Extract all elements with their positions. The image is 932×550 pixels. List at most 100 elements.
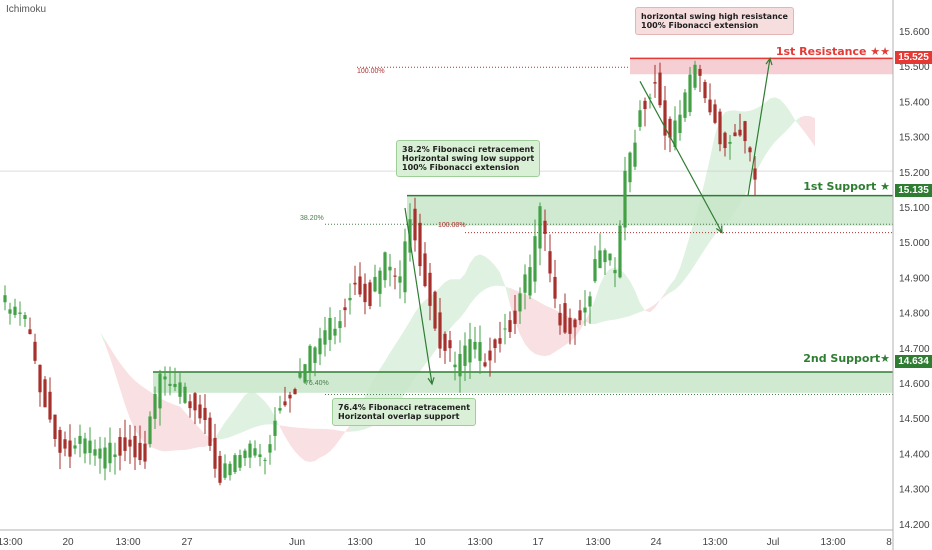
candle-body — [73, 445, 77, 449]
candle-body — [228, 463, 232, 476]
ichimoku-cloud-segment — [610, 267, 615, 321]
candle-body — [618, 225, 622, 278]
candle-body — [303, 364, 307, 383]
ichimoku-cloud-segment — [245, 391, 250, 432]
candle-body — [503, 328, 507, 330]
candle-body — [438, 312, 442, 349]
candle-body — [283, 401, 287, 406]
candle-body — [273, 420, 277, 436]
ichimoku-cloud-segment — [805, 115, 810, 140]
ichimoku-cloud-segment — [660, 292, 665, 301]
x-tick-label: 13:00 — [585, 537, 610, 548]
ichimoku-cloud-segment — [105, 339, 110, 358]
ichimoku-cloud-segment — [655, 300, 660, 308]
candle-body — [158, 373, 162, 409]
x-tick-label: 13:00 — [347, 537, 372, 548]
candle-body — [413, 208, 417, 241]
candle-body — [323, 330, 327, 345]
ichimoku-cloud-segment — [455, 279, 460, 323]
candle-body — [358, 276, 362, 295]
candle-body — [748, 147, 752, 153]
candle-body — [313, 347, 317, 363]
ichimoku-cloud-segment — [280, 425, 285, 437]
support2-zone — [153, 372, 893, 393]
ichimoku-cloud-segment — [605, 268, 610, 322]
candle-body — [383, 252, 387, 281]
candle-body — [478, 342, 482, 361]
candle-body — [343, 307, 347, 311]
ichimoku-cloud-segment — [100, 332, 105, 344]
ichimoku-cloud-segment — [785, 104, 790, 133]
ichimoku-cloud-segment — [595, 284, 600, 325]
candle-body — [3, 295, 7, 303]
ichimoku-cloud-segment — [500, 272, 505, 287]
candle-body — [148, 416, 152, 445]
projection-arrow-up-head — [765, 57, 773, 66]
candle-body — [208, 417, 212, 446]
ichimoku-cloud-segment — [305, 428, 310, 463]
y-tick-label: 14.600 — [899, 379, 930, 390]
ichimoku-cloud-segment — [130, 375, 135, 430]
candle-body — [568, 317, 572, 334]
candle-body — [38, 364, 42, 393]
candle-body — [723, 132, 727, 149]
ichimoku-cloud-segment — [615, 267, 620, 320]
candle-body — [373, 276, 377, 292]
resistance-zone — [630, 58, 893, 75]
candle-body — [163, 376, 167, 380]
candle-body — [198, 404, 202, 419]
candle-body — [643, 100, 647, 110]
candle-body — [543, 220, 547, 234]
candle-body — [698, 68, 702, 76]
ichimoku-cloud-segment — [730, 110, 735, 220]
candle-body — [563, 303, 567, 333]
ichimoku-cloud-segment — [220, 422, 225, 440]
candle-body — [603, 250, 607, 263]
candle-body — [483, 362, 487, 367]
candle-body — [468, 339, 472, 363]
ichimoku-cloud-segment — [690, 218, 695, 273]
support1-level-label: 1st Support ★ — [803, 180, 890, 193]
candle-body — [493, 339, 497, 349]
support2-callout-line: 76.4% Fibonacci retracement — [338, 403, 471, 412]
x-tick-label: 8 — [886, 537, 892, 548]
ichimoku-cloud-segment — [590, 299, 595, 325]
candle-body — [388, 266, 392, 271]
y-tick-label: 14.500 — [899, 414, 930, 425]
support2-callout: 76.4% Fibonacci retracement Horizontal o… — [332, 398, 477, 426]
candle-body — [523, 274, 527, 293]
ichimoku-cloud-segment — [125, 369, 130, 419]
candle-body — [108, 442, 112, 464]
ichimoku-cloud-segment — [415, 305, 420, 379]
candle-body — [173, 383, 177, 388]
candle-body — [58, 429, 62, 453]
candle-body — [193, 393, 197, 411]
candle-body — [533, 236, 537, 282]
ichimoku-cloud-segment — [550, 307, 555, 355]
ichimoku-cloud-segment — [250, 391, 255, 429]
projection-arrow-down-head — [715, 225, 723, 234]
y-tick-label: 14.800 — [899, 309, 930, 320]
projection-arrow-down — [639, 80, 723, 233]
ichimoku-cloud-segment — [110, 347, 115, 373]
candle-body — [703, 82, 707, 99]
candle-body — [498, 338, 502, 344]
ichimoku-cloud-segment — [750, 109, 755, 185]
candle-body — [248, 443, 252, 458]
candle-body — [263, 459, 267, 461]
ichimoku-cloud-segment — [175, 404, 180, 451]
candle-body — [463, 345, 467, 366]
candle-body — [513, 310, 517, 324]
ichimoku-cloud-segment — [290, 426, 295, 452]
candle-body — [223, 463, 227, 478]
fib-382-label: 38.20% — [300, 215, 324, 222]
ichimoku-cloud-segment — [765, 98, 770, 156]
candle-body — [18, 312, 22, 314]
candle-body — [253, 448, 257, 456]
candle-body — [538, 206, 542, 249]
ichimoku-cloud-segment — [580, 319, 585, 331]
candle-body — [13, 306, 17, 315]
ichimoku-cloud-segment — [475, 254, 480, 298]
ichimoku-cloud-segment — [265, 401, 270, 425]
ichimoku-cloud-segment — [645, 307, 650, 313]
